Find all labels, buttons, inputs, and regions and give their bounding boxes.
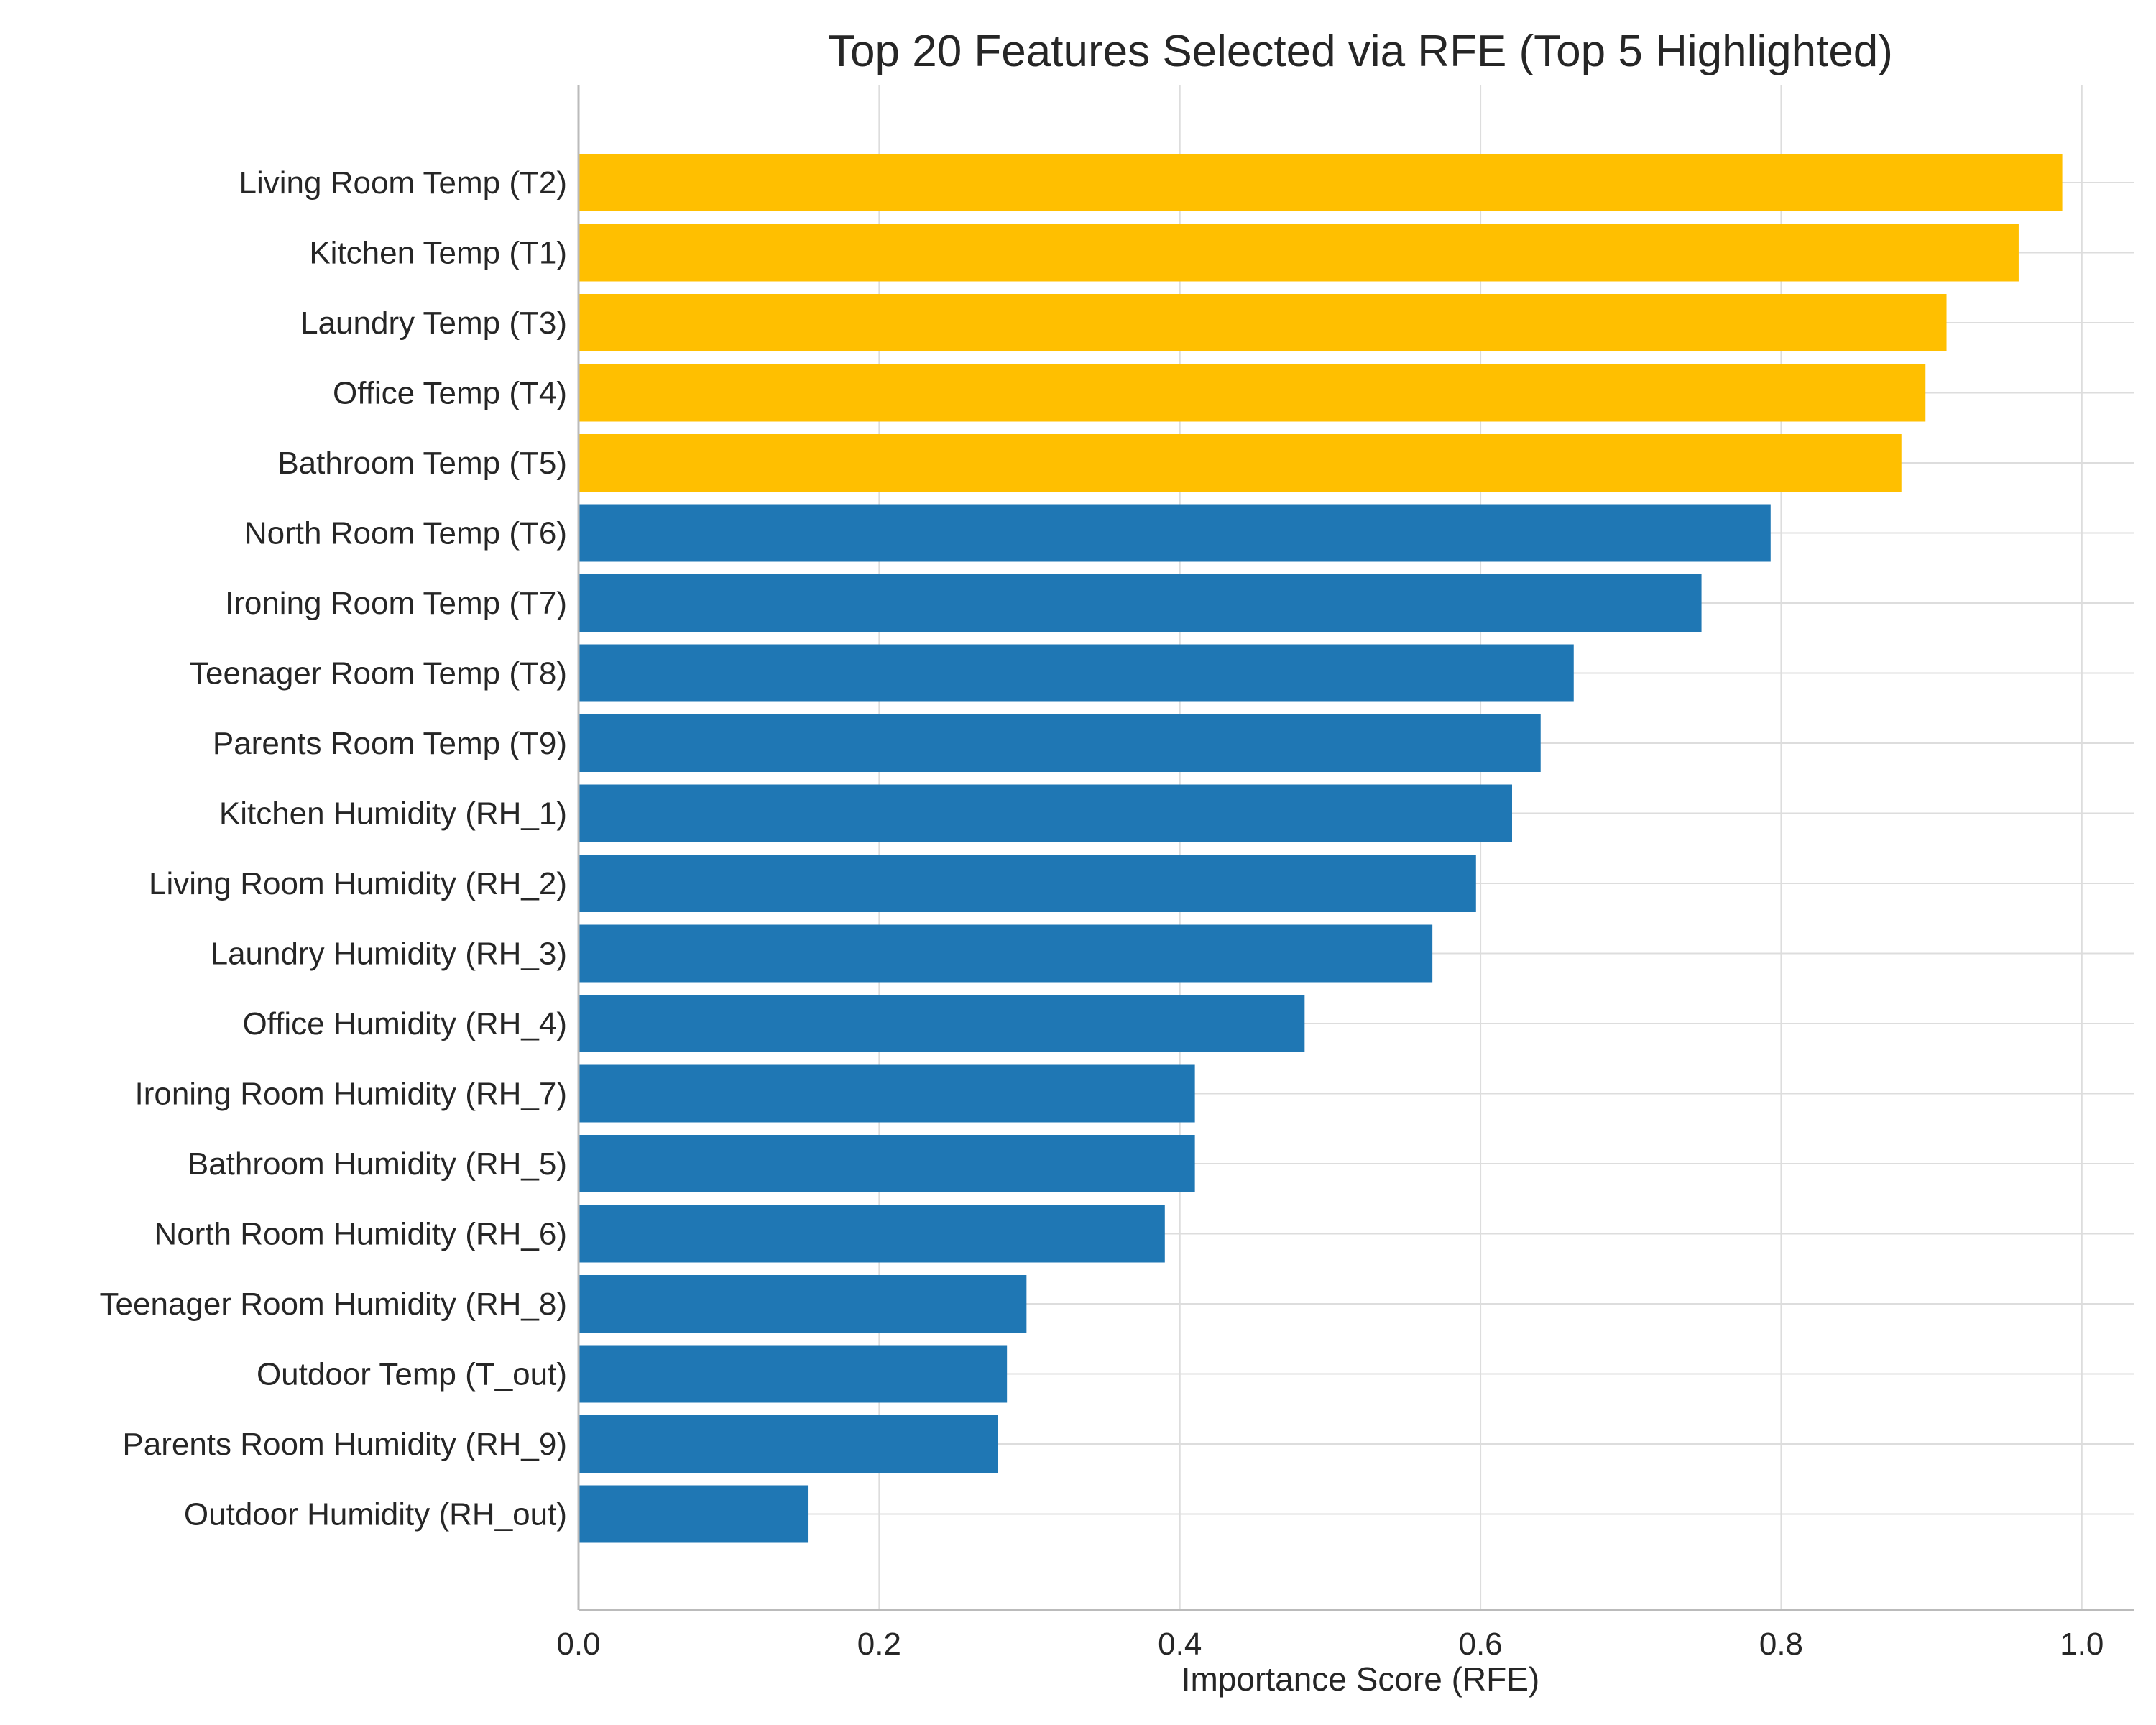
bar: [579, 364, 1926, 422]
y-tick-label: Living Room Humidity (RH_2): [149, 866, 567, 901]
bar: [579, 995, 1305, 1052]
chart-title: Top 20 Features Selected via RFE (Top 5 …: [828, 27, 1893, 76]
y-tick-label: Teenager Room Humidity (RH_8): [100, 1287, 567, 1322]
x-tick-label: 1.0: [2060, 1627, 2104, 1662]
bar: [579, 714, 1541, 772]
bar: [579, 784, 1512, 842]
y-tick-label: Teenager Room Temp (T8): [190, 656, 567, 691]
bar: [579, 924, 1433, 983]
axes: [577, 85, 2134, 1611]
y-tick-label: Laundry Temp (T3): [300, 305, 567, 341]
bar: [579, 1415, 998, 1473]
x-tick-labels: 0.0 0.2 0.4 0.6 0.8 1.0: [556, 1627, 2104, 1662]
x-tick-label: 0.8: [1759, 1627, 1803, 1662]
y-tick-label: North Room Humidity (RH_6): [154, 1217, 567, 1252]
bar: [579, 1275, 1027, 1333]
y-tick-label: Parents Room Temp (T9): [213, 726, 567, 761]
bar: [579, 1135, 1195, 1192]
y-tick-label: Kitchen Temp (T1): [309, 236, 567, 271]
bar: [579, 434, 1902, 492]
bar: [579, 1064, 1195, 1123]
bar: [579, 1345, 1008, 1403]
x-tick-label: 0.4: [1158, 1627, 1202, 1662]
bar: [579, 1485, 809, 1543]
bar: [579, 224, 2019, 282]
y-tick-label: Kitchen Humidity (RH_1): [219, 796, 567, 832]
bars: [579, 154, 2063, 1543]
x-axis-label: Importance Score (RFE): [1181, 1660, 1539, 1698]
y-tick-label: Ironing Room Temp (T7): [225, 586, 567, 621]
bar: [579, 644, 1574, 702]
y-tick-label: Office Humidity (RH_4): [242, 1006, 567, 1041]
y-tick-label: Parents Room Humidity (RH_9): [122, 1427, 567, 1462]
bar: [579, 1205, 1165, 1263]
y-tick-label: Living Room Temp (T2): [239, 165, 567, 201]
y-tick-label: Bathroom Temp (T5): [277, 446, 567, 481]
y-tick-label: Bathroom Humidity (RH_5): [188, 1146, 567, 1182]
bar: [579, 855, 1476, 912]
bar: [579, 154, 2063, 211]
y-tick-label: Outdoor Humidity (RH_out): [184, 1497, 567, 1532]
y-tick-labels: Living Room Temp (T2) Kitchen Temp (T1) La…: [100, 165, 567, 1532]
y-tick-label: Outdoor Temp (T_out): [257, 1357, 567, 1392]
bar: [579, 504, 1771, 562]
x-tick-label: 0.0: [556, 1627, 600, 1662]
x-tick-label: 0.2: [857, 1627, 901, 1662]
bar: [579, 574, 1702, 632]
bar: [579, 294, 1947, 351]
y-tick-label: Laundry Humidity (RH_3): [211, 937, 567, 972]
y-tick-label: North Room Temp (T6): [244, 516, 567, 551]
y-tick-label: Ironing Room Humidity (RH_7): [134, 1077, 567, 1112]
y-tick-label: Office Temp (T4): [333, 376, 567, 411]
x-tick-label: 0.6: [1458, 1627, 1502, 1662]
